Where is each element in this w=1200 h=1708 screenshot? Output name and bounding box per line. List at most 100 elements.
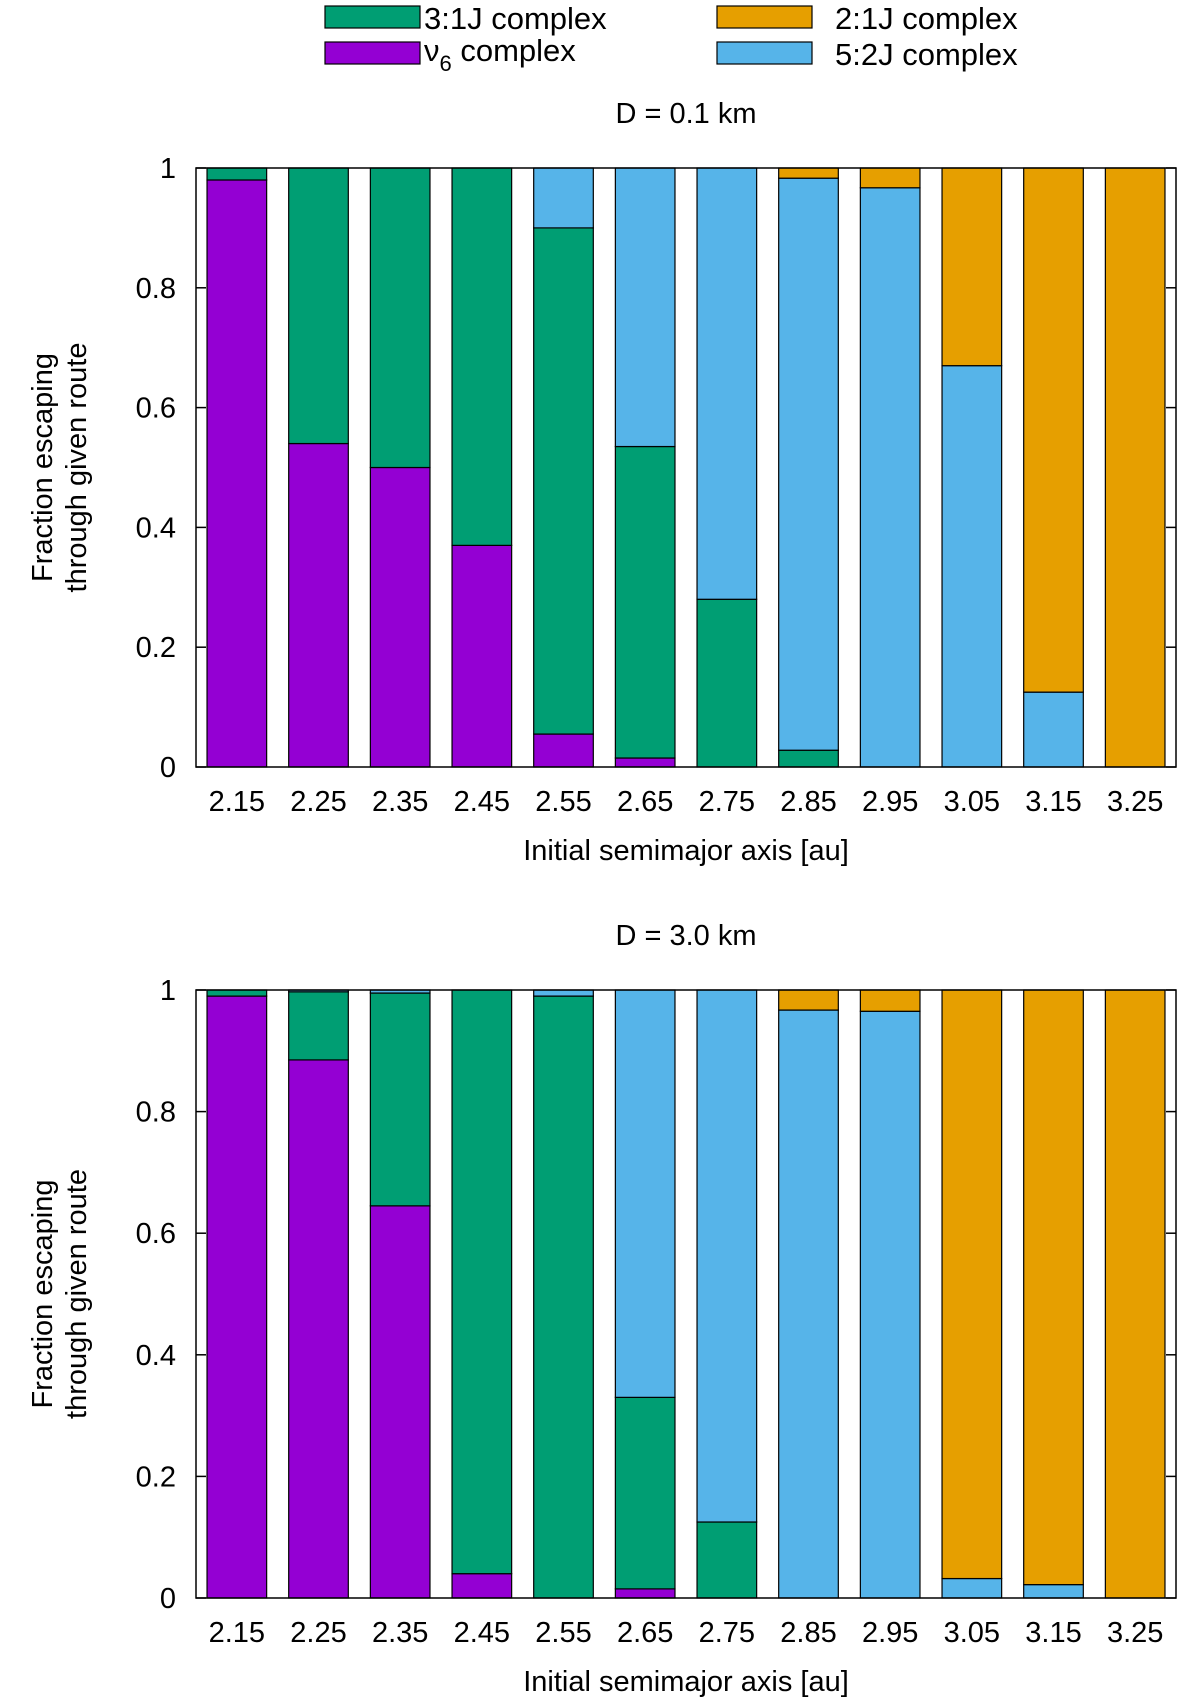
x-tick-label: 3.05 xyxy=(944,1617,1000,1649)
x-tick-label: 3.25 xyxy=(1107,786,1163,818)
bar-k21-2.95 xyxy=(859,167,921,189)
plot-frame xyxy=(195,989,1177,1599)
bar-nu6-2.15 xyxy=(206,995,268,1599)
bar-k31-2.45 xyxy=(451,989,513,1575)
x-tick-label: 2.85 xyxy=(780,1617,836,1649)
bar-k31-2.65 xyxy=(614,445,676,759)
x-tick-label: 2.65 xyxy=(617,1617,673,1649)
x-tick-label: 2.25 xyxy=(290,786,346,818)
bar-k52-3.15 xyxy=(1023,1584,1084,1599)
bar-k52-2.85 xyxy=(778,1009,839,1599)
bar-group xyxy=(206,167,1166,768)
legend-label-nu6: ν6 complex xyxy=(424,33,576,76)
x-tick-label: 3.15 xyxy=(1025,786,1081,818)
legend-swatch-nu6 xyxy=(324,41,421,65)
bar-k52-3.05 xyxy=(941,365,1003,768)
y-tick-label: 0 xyxy=(160,752,176,784)
x-tick-label: 2.85 xyxy=(780,786,836,818)
legend-label-k31: 3:1J complex xyxy=(424,1,607,36)
x-tick-label: 2.45 xyxy=(454,1617,510,1649)
legend-label-k52: 5:2J complex xyxy=(835,37,1018,72)
bar-k52-2.95 xyxy=(859,187,921,768)
bar-k31-2.45 xyxy=(451,167,513,546)
bar-nu6-2.25 xyxy=(288,1059,349,1599)
bar-k52-3.05 xyxy=(941,1577,1003,1599)
x-tick-label: 2.55 xyxy=(535,1617,591,1649)
bar-nu6-2.45 xyxy=(451,1573,513,1599)
bar-k52-2.95 xyxy=(859,1010,921,1599)
legend-label-k21: 2:1J complex xyxy=(835,1,1018,36)
bar-nu6-2.65 xyxy=(614,757,676,768)
x-tick-label: 2.25 xyxy=(290,1617,346,1649)
bar-k31-2.15 xyxy=(206,989,268,997)
bar-k21-3.25 xyxy=(1104,167,1166,768)
bar-k21-3.15 xyxy=(1023,989,1084,1586)
bar-nu6-2.35 xyxy=(369,1205,431,1599)
x-tick-label: 2.15 xyxy=(209,786,265,818)
y-tick-label: 0.6 xyxy=(136,393,176,425)
bar-k21-3.05 xyxy=(941,989,1003,1580)
y-tick-label: 0.4 xyxy=(136,1340,176,1372)
x-tick-label: 2.65 xyxy=(617,786,673,818)
y-tick-label: 0.8 xyxy=(136,273,176,305)
x-tick-label: 2.15 xyxy=(209,1617,265,1649)
y-axis-label: Fraction escapingthrough given route xyxy=(27,1169,93,1419)
bar-k52-2.75 xyxy=(696,167,758,600)
y-tick-label: 1 xyxy=(160,153,176,185)
x-tick-label: 3.05 xyxy=(944,786,1000,818)
bar-k31-2.15 xyxy=(206,167,268,181)
bar-nu6-2.55 xyxy=(533,733,594,768)
bar-k31-2.75 xyxy=(696,1521,758,1599)
panel-title: D = 3.0 km xyxy=(615,920,756,952)
bar-k52-2.65 xyxy=(614,167,676,448)
bar-k31-2.85 xyxy=(778,749,839,768)
bar-k31-2.25 xyxy=(288,991,349,1061)
bar-k21-3.05 xyxy=(941,167,1003,367)
x-tick-label: 2.75 xyxy=(699,1617,755,1649)
bar-k31-2.35 xyxy=(369,167,431,469)
plot-frame xyxy=(195,167,1177,768)
y-tick-label: 0.2 xyxy=(136,632,176,664)
bar-k21-3.15 xyxy=(1023,167,1084,693)
bar-k52-2.65 xyxy=(614,989,676,1398)
y-tick-label: 0.6 xyxy=(136,1218,176,1250)
bar-k31-2.55 xyxy=(533,995,594,1599)
bar-k21-2.85 xyxy=(778,989,839,1011)
y-tick-label: 0.4 xyxy=(136,512,176,544)
bar-nu6-2.35 xyxy=(369,466,431,768)
x-tick-label: 2.35 xyxy=(372,1617,428,1649)
x-axis-label: Initial semimajor axis [au] xyxy=(523,835,849,867)
bar-nu6-2.65 xyxy=(614,1588,676,1599)
panel-bottom: D = 3.0 km 2.15 2.25 2.35 2.45 2.55 2.65 2.75 2.… xyxy=(27,920,1177,1698)
bar-nu6-2.45 xyxy=(451,544,513,768)
bar-k21-3.25 xyxy=(1104,989,1166,1599)
bar-group xyxy=(206,989,1166,1599)
legend: 3:1J complex 2:1J complex ν6 complex 5:2J c… xyxy=(324,1,1018,76)
x-axis-label: Initial semimajor axis [au] xyxy=(523,1666,849,1698)
bar-k52-2.75 xyxy=(696,989,758,1523)
bar-k52-3.15 xyxy=(1023,691,1084,768)
y-axis-label: Fraction escapingthrough given route xyxy=(27,343,93,593)
legend-swatch-k52 xyxy=(716,41,813,65)
x-tick-label: 2.55 xyxy=(535,786,591,818)
bar-k31-2.55 xyxy=(533,227,594,735)
bar-k52-2.85 xyxy=(778,177,839,751)
x-tick-label: 3.25 xyxy=(1107,1617,1163,1649)
y-tick-label: 0.8 xyxy=(136,1097,176,1129)
bar-k52-2.55 xyxy=(533,989,594,997)
bar-k31-2.25 xyxy=(288,167,349,445)
y-tick-label: 0.2 xyxy=(136,1461,176,1493)
bar-nu6-2.25 xyxy=(288,442,349,768)
bar-k21-2.85 xyxy=(778,167,839,179)
x-tick-label: 2.45 xyxy=(454,786,510,818)
x-tick-label: 3.15 xyxy=(1025,1617,1081,1649)
x-tick-label: 2.75 xyxy=(699,786,755,818)
bar-k52-2.55 xyxy=(533,167,594,229)
bar-k31-2.75 xyxy=(696,598,758,768)
bar-k31-2.65 xyxy=(614,1396,676,1590)
x-tick-label: 2.95 xyxy=(862,1617,918,1649)
bar-nu6-2.15 xyxy=(206,179,268,768)
legend-swatch-k21 xyxy=(716,5,813,29)
y-tick-label: 1 xyxy=(160,975,176,1007)
